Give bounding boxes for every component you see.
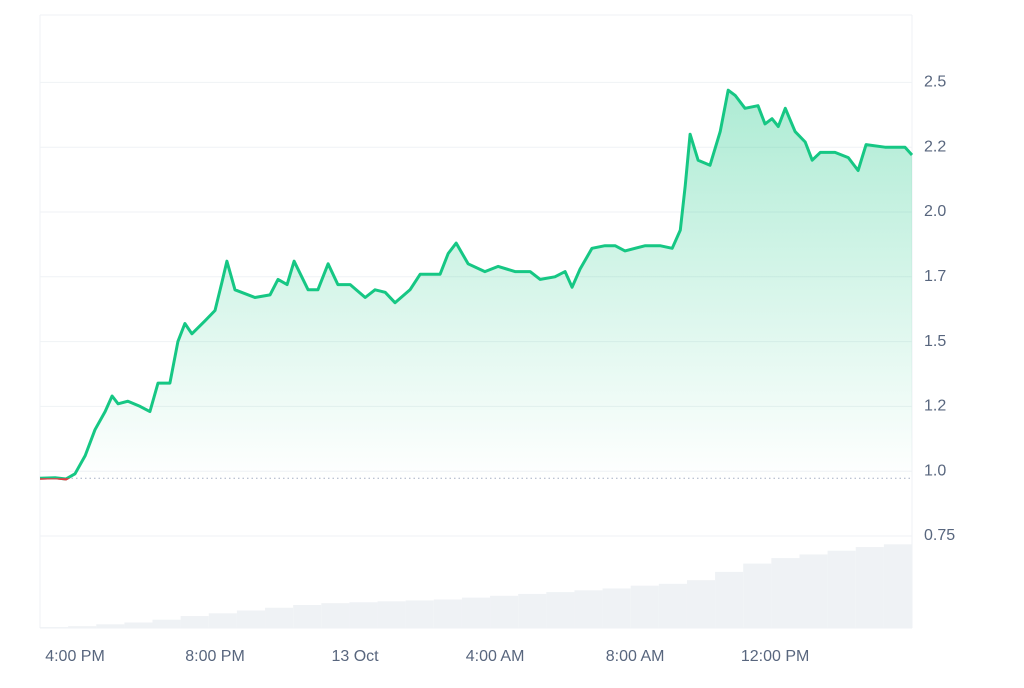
x-tick-label: 13 Oct bbox=[331, 648, 379, 665]
volume-bar bbox=[180, 616, 209, 628]
y-tick-label: 1.0 bbox=[924, 462, 946, 479]
y-tick-label: 0.75 bbox=[924, 527, 955, 544]
volume-bar bbox=[40, 627, 69, 628]
volume-bar bbox=[602, 588, 631, 628]
volume-bar bbox=[490, 595, 519, 628]
volume-bar bbox=[293, 605, 322, 628]
volume-bar bbox=[658, 583, 687, 628]
volume-bar bbox=[321, 603, 350, 628]
volume-bar bbox=[546, 592, 575, 628]
volume-bar bbox=[574, 590, 603, 628]
volume-bar bbox=[518, 593, 547, 628]
price-line bbox=[39, 88, 914, 481]
volume-bar bbox=[715, 571, 744, 628]
volume-bar bbox=[883, 544, 912, 628]
volume-bar bbox=[208, 613, 237, 628]
x-tick-label: 4:00 PM bbox=[45, 648, 105, 665]
y-tick-label: 1.7 bbox=[924, 268, 946, 285]
volume-bar bbox=[630, 585, 659, 628]
volume-bar bbox=[855, 547, 884, 628]
y-tick-label: 2.0 bbox=[924, 203, 946, 220]
volume-bar bbox=[405, 600, 434, 628]
y-tick-label: 2.5 bbox=[924, 74, 946, 91]
x-tick-label: 8:00 AM bbox=[606, 648, 665, 665]
volume-bar bbox=[236, 610, 266, 628]
x-tick-label: 8:00 PM bbox=[185, 648, 245, 665]
volume-bar bbox=[152, 619, 181, 628]
volume-bar bbox=[265, 607, 294, 628]
volume-bar bbox=[771, 558, 800, 628]
y-tick-label: 2.2 bbox=[924, 138, 946, 155]
volume-bar bbox=[96, 624, 125, 628]
volume-bar bbox=[433, 599, 462, 628]
y-tick-label: 1.2 bbox=[924, 398, 946, 415]
area-fill bbox=[40, 90, 912, 479]
x-tick-label: 4:00 AM bbox=[466, 648, 525, 665]
volume-bar bbox=[686, 580, 716, 628]
volume-bar bbox=[799, 554, 828, 628]
volume-bar bbox=[827, 550, 856, 628]
volume-bar bbox=[124, 622, 153, 628]
x-tick-label: 12:00 PM bbox=[741, 648, 809, 665]
volume-bar bbox=[461, 597, 491, 628]
volume-bar bbox=[377, 601, 406, 628]
volume-bar bbox=[68, 626, 97, 628]
y-tick-label: 1.5 bbox=[924, 333, 946, 350]
volume-bar bbox=[349, 602, 378, 628]
volume-bar bbox=[743, 563, 772, 628]
